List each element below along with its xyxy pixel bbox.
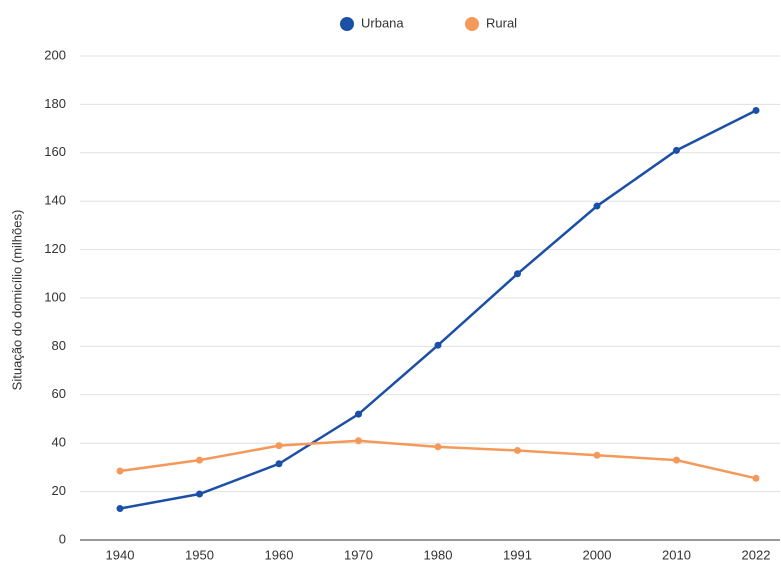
data-point bbox=[196, 490, 203, 498]
data-point bbox=[593, 202, 601, 210]
y-tick-label: 160 bbox=[44, 144, 66, 159]
data-point bbox=[355, 410, 362, 418]
y-tick-label: 40 bbox=[52, 435, 66, 450]
x-tick-label: 1940 bbox=[106, 547, 135, 562]
x-tick-label: 1950 bbox=[185, 547, 214, 562]
data-point bbox=[752, 474, 760, 482]
x-tick-label: 2000 bbox=[583, 547, 612, 562]
y-tick-label: 120 bbox=[44, 241, 66, 256]
x-tick-label: 1970 bbox=[344, 547, 373, 562]
data-point bbox=[434, 443, 442, 451]
y-tick-label: 180 bbox=[44, 96, 66, 111]
x-tick-label: 2022 bbox=[742, 547, 771, 562]
data-point bbox=[196, 456, 203, 464]
y-tick-label: 140 bbox=[44, 193, 66, 208]
y-tick-label: 60 bbox=[52, 386, 66, 401]
legend-label: Rural bbox=[486, 15, 517, 30]
data-point bbox=[514, 270, 521, 278]
data-point bbox=[275, 442, 283, 450]
data-point bbox=[116, 505, 124, 513]
data-point bbox=[752, 106, 760, 114]
data-point bbox=[593, 451, 601, 459]
data-point bbox=[673, 146, 680, 154]
legend-marker bbox=[340, 17, 354, 31]
y-tick-label: 200 bbox=[44, 47, 66, 62]
x-tick-label: 1980 bbox=[424, 547, 453, 562]
data-point bbox=[673, 456, 680, 464]
y-tick-label: 0 bbox=[59, 531, 66, 546]
data-point bbox=[116, 467, 124, 475]
x-tick-label: 1991 bbox=[503, 547, 532, 562]
data-point bbox=[275, 460, 283, 468]
data-point bbox=[514, 446, 521, 454]
y-tick-label: 80 bbox=[52, 338, 66, 353]
x-tick-label: 1960 bbox=[265, 547, 294, 562]
legend-marker bbox=[465, 17, 479, 31]
y-tick-label: 100 bbox=[44, 289, 66, 304]
data-point bbox=[434, 341, 442, 349]
y-axis-label: Situação do domicílio (milhões) bbox=[9, 210, 24, 391]
legend-label: Urbana bbox=[361, 15, 404, 30]
data-point bbox=[355, 437, 362, 445]
x-tick-label: 2010 bbox=[662, 547, 691, 562]
y-tick-label: 20 bbox=[52, 483, 66, 498]
